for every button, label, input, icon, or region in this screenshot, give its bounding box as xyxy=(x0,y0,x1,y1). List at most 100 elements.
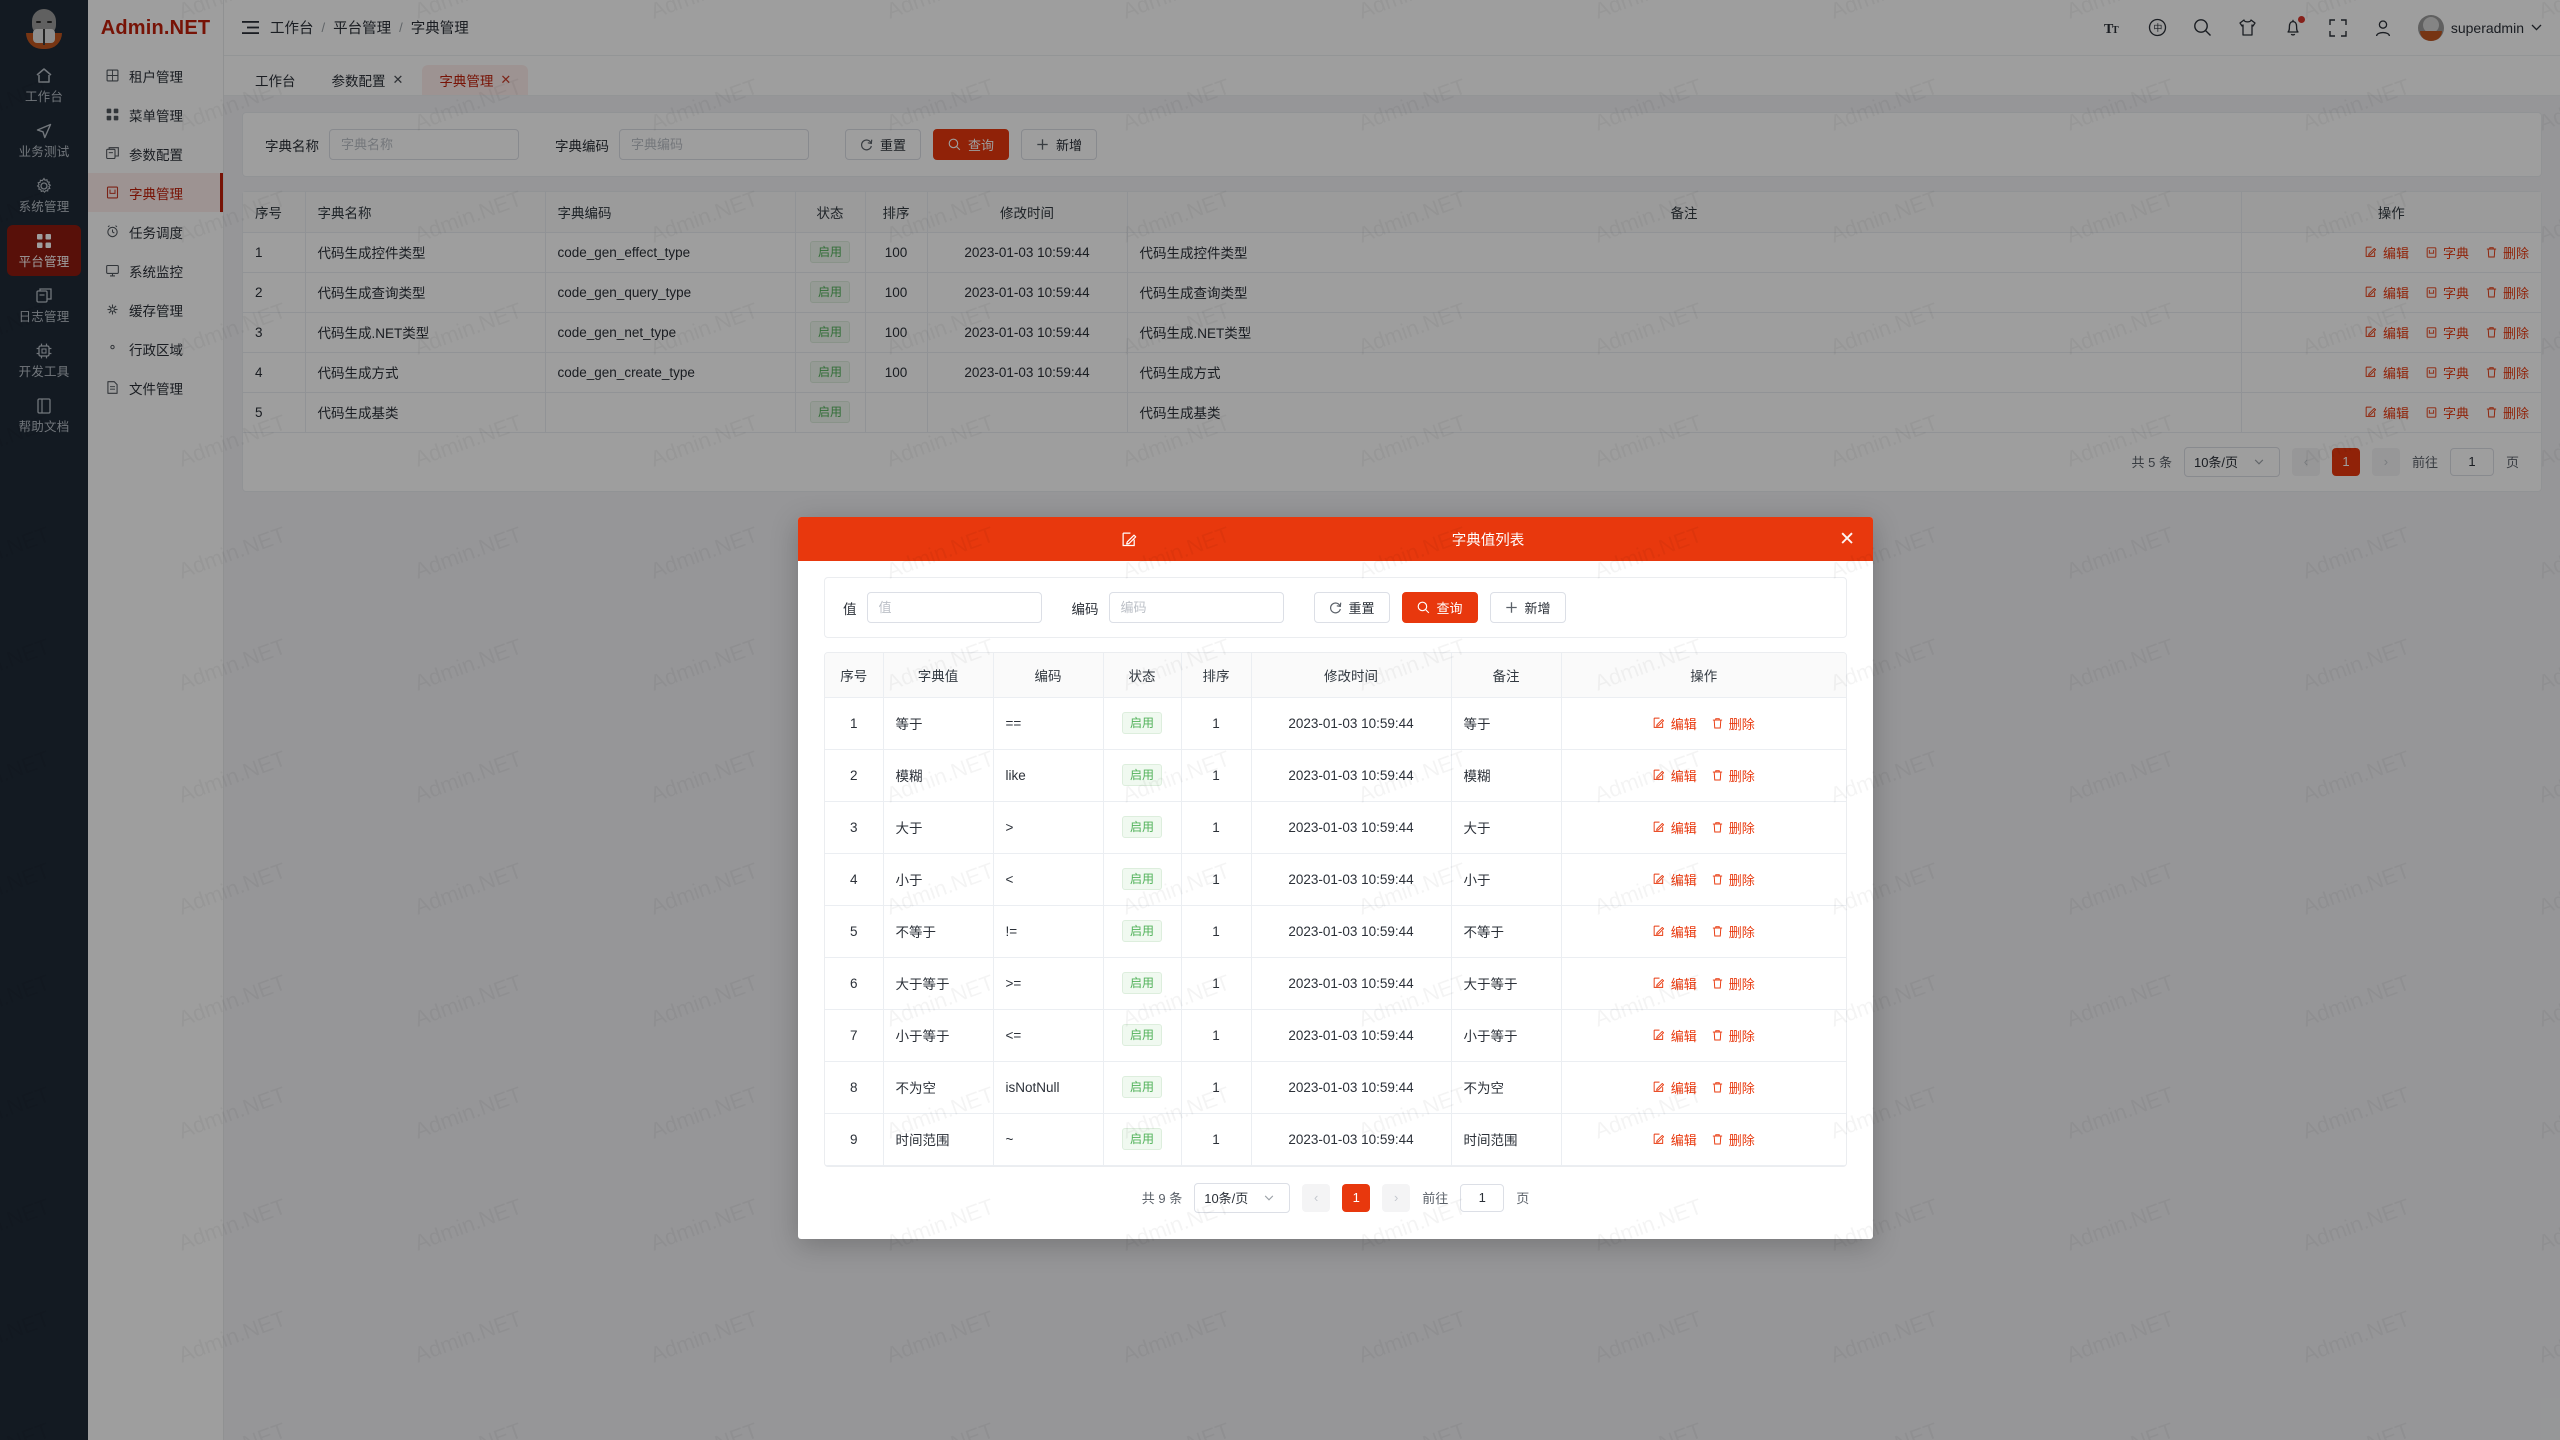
op-删除[interactable]: 删除 xyxy=(1711,1026,1755,1045)
op-删除[interactable]: 删除 xyxy=(1711,818,1755,837)
op-字典[interactable]: 字典 xyxy=(2425,323,2469,342)
next-page-button[interactable]: › xyxy=(1382,1183,1411,1212)
op-字典[interactable]: 字典 xyxy=(2425,283,2469,302)
search-icon[interactable] xyxy=(2193,18,2213,38)
table-row[interactable]: 5 不等于 != 启用 1 2023-01-03 10:59:44 不等于 编辑 删除 xyxy=(825,905,1846,958)
op-字典[interactable]: 字典 xyxy=(2425,403,2469,422)
op-删除[interactable]: 删除 xyxy=(1711,922,1755,941)
op-编辑[interactable]: 编辑 xyxy=(1653,922,1697,941)
op-编辑[interactable]: 编辑 xyxy=(1653,1026,1697,1045)
table-row[interactable]: 1 代码生成控件类型 code_gen_effect_type 启用 100 2023-0… xyxy=(243,232,2541,273)
table-row[interactable]: 3 代码生成.NET类型 code_gen_net_type 启用 100 2023-01… xyxy=(243,312,2541,353)
op-编辑[interactable]: 编辑 xyxy=(2365,283,2409,302)
tab-0[interactable]: 工作台 xyxy=(238,65,313,95)
op-删除[interactable]: 删除 xyxy=(1711,870,1755,889)
op-删除[interactable]: 删除 xyxy=(2485,323,2529,342)
modal-query-button[interactable]: 查询 xyxy=(1401,592,1478,623)
breadcrumb-item-2[interactable]: 字典管理 xyxy=(410,21,469,37)
op-编辑[interactable]: 编辑 xyxy=(1653,1130,1697,1149)
table-row[interactable]: 6 大于等于 >= 启用 1 2023-01-03 10:59:44 大于等于 编辑 删除 xyxy=(825,957,1846,1010)
close-icon[interactable]: ✕ xyxy=(1839,528,1855,550)
submenu-item-4[interactable]: 任务调度 xyxy=(88,212,223,251)
submenu-item-7[interactable]: 行政区域 xyxy=(88,329,223,368)
rail-item-6[interactable]: 帮助文档 xyxy=(7,390,81,441)
op-删除[interactable]: 删除 xyxy=(1711,766,1755,785)
goto-page-input[interactable] xyxy=(2449,447,2494,476)
modal-reset-button[interactable]: 重置 xyxy=(1313,592,1390,623)
op-编辑[interactable]: 编辑 xyxy=(2365,363,2409,382)
op-删除[interactable]: 删除 xyxy=(1711,974,1755,993)
prev-page-button[interactable]: ‹ xyxy=(1302,1183,1331,1212)
table-row[interactable]: 4 小于 < 启用 1 2023-01-03 10:59:44 小于 编辑 删除 xyxy=(825,853,1846,906)
op-删除[interactable]: 删除 xyxy=(2485,403,2529,422)
rail-item-1[interactable]: 业务测试 xyxy=(7,115,81,166)
user-menu[interactable]: superadmin xyxy=(2417,14,2542,41)
next-page-button[interactable]: › xyxy=(2371,447,2400,476)
goto-page-input[interactable] xyxy=(1460,1183,1505,1212)
value-input[interactable] xyxy=(866,592,1042,623)
breadcrumb-item-1[interactable]: 平台管理 xyxy=(333,21,392,37)
rail-item-4[interactable]: 日志管理 xyxy=(7,280,81,331)
rail-item-3[interactable]: 平台管理 xyxy=(7,225,81,276)
submenu-item-6[interactable]: 缓存管理 xyxy=(88,290,223,329)
submenu-item-8[interactable]: 文件管理 xyxy=(88,368,223,407)
op-删除[interactable]: 删除 xyxy=(2485,283,2529,302)
language-icon[interactable]: 中 xyxy=(2148,18,2168,38)
op-删除[interactable]: 删除 xyxy=(1711,714,1755,733)
table-row[interactable]: 2 代码生成查询类型 code_gen_query_type 启用 100 2023-01… xyxy=(243,272,2541,313)
table-row[interactable]: 3 大于 > 启用 1 2023-01-03 10:59:44 大于 编辑 删除 xyxy=(825,801,1846,854)
table-row[interactable]: 5 代码生成基类 启用 代码生成基类 编辑 字典 删除 xyxy=(243,392,2541,433)
rail-item-5[interactable]: 开发工具 xyxy=(7,335,81,386)
add-button[interactable]: 新增 xyxy=(1021,129,1098,160)
rail-item-0[interactable]: 工作台 xyxy=(7,60,81,111)
tab-1[interactable]: 参数配置 ✕ xyxy=(315,65,421,95)
code-input[interactable] xyxy=(1108,592,1284,623)
submenu-item-0[interactable]: 租户管理 xyxy=(88,56,223,95)
reset-button[interactable]: 重置 xyxy=(845,129,922,160)
prev-page-button[interactable]: ‹ xyxy=(2291,447,2320,476)
rail-item-2[interactable]: 系统管理 xyxy=(7,170,81,221)
table-row[interactable]: 8 不为空 isNotNull 启用 1 2023-01-03 10:59:44 不为空 编辑… xyxy=(825,1061,1846,1114)
profile-icon[interactable] xyxy=(2373,18,2393,38)
op-编辑[interactable]: 编辑 xyxy=(2365,403,2409,422)
op-删除[interactable]: 删除 xyxy=(1711,1078,1755,1097)
breadcrumb-item-0[interactable]: 工作台 xyxy=(270,21,314,37)
op-编辑[interactable]: 编辑 xyxy=(1653,766,1697,785)
op-字典[interactable]: 字典 xyxy=(2425,243,2469,262)
op-编辑[interactable]: 编辑 xyxy=(2365,243,2409,262)
op-编辑[interactable]: 编辑 xyxy=(2365,323,2409,342)
submenu-item-5[interactable]: 系统监控 xyxy=(88,251,223,290)
table-row[interactable]: 2 模糊 like 启用 1 2023-01-03 10:59:44 模糊 编辑 删除 xyxy=(825,749,1846,802)
dict-name-input[interactable] xyxy=(329,129,519,160)
tab-close-icon[interactable]: ✕ xyxy=(392,72,404,87)
page-size-select[interactable]: 10条/页 xyxy=(2183,446,2280,477)
table-row[interactable]: 9 时间范围 ~ 启用 1 2023-01-03 10:59:44 时间范围 编辑 删除 xyxy=(825,1113,1846,1166)
page-size-select[interactable]: 10条/页 xyxy=(1194,1182,1291,1213)
op-编辑[interactable]: 编辑 xyxy=(1653,818,1697,837)
op-编辑[interactable]: 编辑 xyxy=(1653,1078,1697,1097)
bell-icon[interactable] xyxy=(2283,15,2305,38)
page-number-1[interactable]: 1 xyxy=(1342,1183,1371,1212)
dict-code-input[interactable] xyxy=(619,129,809,160)
op-字典[interactable]: 字典 xyxy=(2425,363,2469,382)
submenu-item-3[interactable]: 字典管理 xyxy=(88,173,223,212)
table-row[interactable]: 7 小于等于 <= 启用 1 2023-01-03 10:59:44 小于等于 编辑 删除 xyxy=(825,1009,1846,1062)
op-编辑[interactable]: 编辑 xyxy=(1653,870,1697,889)
collapse-menu-icon[interactable] xyxy=(238,16,262,40)
theme-shirt-icon[interactable] xyxy=(2238,18,2258,38)
modal-add-button[interactable]: 新增 xyxy=(1489,592,1566,623)
tab-2[interactable]: 字典管理 ✕ xyxy=(422,65,529,95)
tab-close-icon[interactable]: ✕ xyxy=(500,72,512,87)
op-编辑[interactable]: 编辑 xyxy=(1653,974,1697,993)
page-number-1[interactable]: 1 xyxy=(2331,447,2360,476)
table-row[interactable]: 4 代码生成方式 code_gen_create_type 启用 100 2023-01-… xyxy=(243,352,2541,393)
table-row[interactable]: 1 等于 == 启用 1 2023-01-03 10:59:44 等于 编辑 删除 xyxy=(825,697,1846,750)
submenu-item-1[interactable]: 菜单管理 xyxy=(88,95,223,134)
query-button[interactable]: 查询 xyxy=(933,129,1010,160)
op-删除[interactable]: 删除 xyxy=(1711,1130,1755,1149)
fullscreen-icon[interactable] xyxy=(2328,18,2348,38)
op-删除[interactable]: 删除 xyxy=(2485,243,2529,262)
op-编辑[interactable]: 编辑 xyxy=(1653,714,1697,733)
op-删除[interactable]: 删除 xyxy=(2485,363,2529,382)
